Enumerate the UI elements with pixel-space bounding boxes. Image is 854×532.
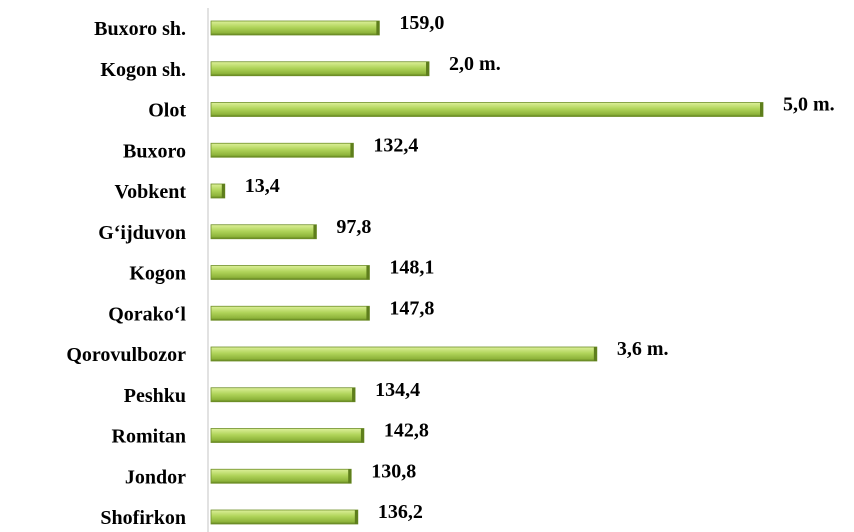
bar-end-cap xyxy=(360,428,364,443)
value-label: 13,4 xyxy=(245,175,280,197)
bar xyxy=(210,346,598,362)
value-label: 134,4 xyxy=(375,379,420,401)
bar-end-cap xyxy=(366,306,370,321)
value-label: 132,4 xyxy=(373,134,418,156)
category-label: G‘ijduvon xyxy=(98,222,186,244)
category-label: Buxoro sh. xyxy=(94,18,186,40)
bar-end-cap xyxy=(593,347,597,361)
bar xyxy=(210,265,370,280)
value-label: 148,1 xyxy=(389,257,434,279)
bar xyxy=(210,61,430,77)
value-label: 130,8 xyxy=(371,460,416,482)
category-label: Qorako‘l xyxy=(108,303,186,325)
bar-end-cap xyxy=(221,184,225,198)
value-label: 142,8 xyxy=(384,420,429,442)
value-label: 3,6 m. xyxy=(617,338,669,360)
category-label: Buxoro xyxy=(123,140,186,162)
bar xyxy=(210,468,352,484)
category-label: Kogon xyxy=(129,263,186,285)
bar xyxy=(210,224,317,240)
bar-end-cap xyxy=(350,143,354,158)
bar xyxy=(210,305,370,321)
bar xyxy=(210,509,359,525)
category-label: Olot xyxy=(148,100,186,122)
category-label: Vobkent xyxy=(114,181,186,203)
bar-end-cap xyxy=(348,469,352,484)
bar xyxy=(210,20,380,36)
category-label: Romitan xyxy=(112,426,186,448)
value-label: 159,0 xyxy=(399,12,444,34)
bar-end-cap xyxy=(760,102,763,117)
category-label: Kogon sh. xyxy=(100,59,186,81)
bar-end-cap xyxy=(352,387,356,402)
bar-end-cap xyxy=(366,265,370,280)
bar xyxy=(210,142,354,158)
value-label: 5,0 m. xyxy=(783,94,835,116)
category-label: Peshku xyxy=(124,385,186,407)
bar xyxy=(210,387,356,403)
value-label: 97,8 xyxy=(336,216,371,238)
bar xyxy=(210,102,764,117)
bar-end-cap xyxy=(313,224,317,239)
category-label: Shofirkon xyxy=(100,507,186,529)
value-label: 2,0 m. xyxy=(449,53,501,75)
category-label: Jondor xyxy=(125,466,186,488)
value-label: 136,2 xyxy=(378,501,423,523)
bar-end-cap xyxy=(426,61,430,76)
bar-end-cap xyxy=(354,510,358,524)
bar xyxy=(210,428,365,443)
value-label: 147,8 xyxy=(389,297,434,319)
bar-end-cap xyxy=(376,21,380,35)
category-label: Qorovulbozor xyxy=(66,344,186,366)
